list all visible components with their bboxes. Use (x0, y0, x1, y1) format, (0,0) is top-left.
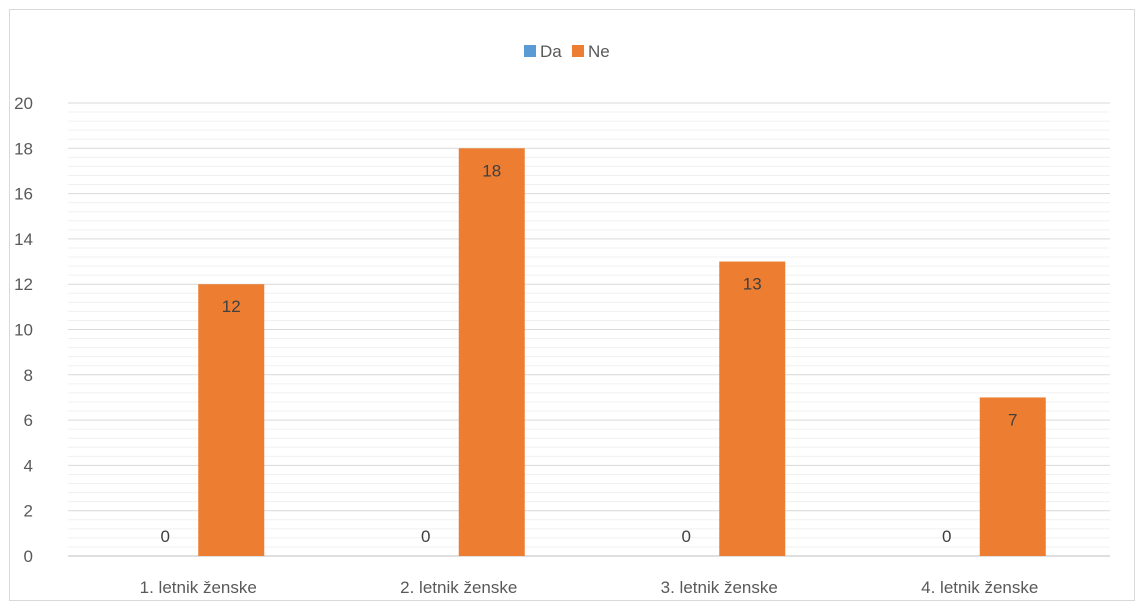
y-tick-label: 20 (14, 94, 33, 113)
legend-swatch-da (524, 45, 536, 57)
y-tick-label: 2 (24, 502, 33, 521)
x-tick-label: 4. letnik ženske (921, 578, 1038, 597)
x-tick-label: 1. letnik ženske (140, 578, 257, 597)
data-label-ne: 7 (1008, 410, 1017, 429)
y-tick-label: 12 (14, 275, 33, 294)
y-tick-label: 0 (24, 547, 33, 566)
bar-ne[interactable] (719, 261, 786, 556)
data-label-ne: 12 (222, 297, 241, 316)
y-tick-label: 10 (14, 321, 33, 340)
legend-swatch-ne (572, 45, 584, 57)
legend-label-ne: Ne (588, 42, 610, 61)
bar-ne[interactable] (458, 148, 525, 557)
data-label-da: 0 (161, 527, 170, 546)
y-tick-label: 4 (24, 456, 33, 475)
data-label-ne: 18 (482, 161, 501, 180)
y-tick-label: 6 (24, 411, 33, 430)
y-tick-label: 16 (14, 185, 33, 204)
y-tick-label: 14 (14, 230, 33, 249)
data-label-da: 0 (682, 527, 691, 546)
y-tick-label: 8 (24, 366, 33, 385)
data-label-da: 0 (942, 527, 951, 546)
y-tick-label: 18 (14, 139, 33, 158)
bar-ne[interactable] (979, 397, 1046, 556)
data-label-da: 0 (421, 527, 430, 546)
data-label-ne: 13 (743, 275, 762, 294)
x-tick-label: 3. letnik ženske (661, 578, 778, 597)
x-tick-label: 2. letnik ženske (400, 578, 517, 597)
legend-label-da: Da (540, 42, 562, 61)
chart-frame (9, 9, 1135, 601)
bar-ne[interactable] (198, 284, 265, 556)
